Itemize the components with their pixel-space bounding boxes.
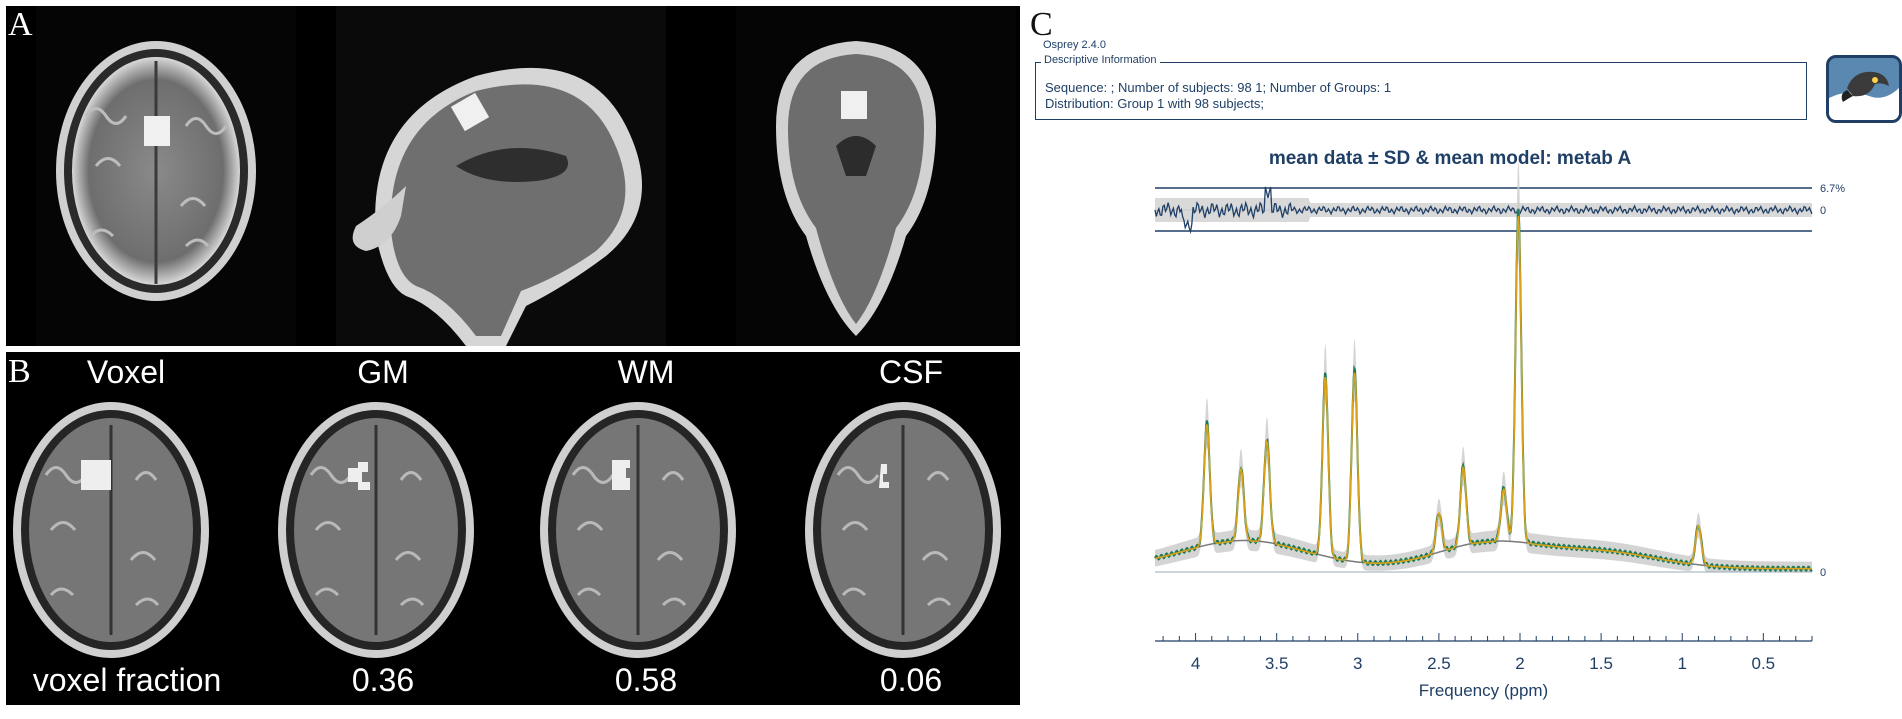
coronal-slice: [736, 6, 1016, 346]
descriptive-info-legend: Descriptive Information: [1041, 54, 1160, 66]
csf-mask: [879, 464, 889, 488]
residual-label-zero: 0: [1820, 205, 1826, 217]
column-label-voxel: Voxel: [86, 354, 166, 390]
column-label-csf: CSF: [879, 354, 943, 390]
segmentation-brain-0: [13, 402, 209, 658]
x-tick-label: 1: [1677, 654, 1686, 673]
x-tick-label: 3.5: [1265, 654, 1289, 673]
segmentation-brain-1: [278, 402, 474, 658]
x-tick-label: 4: [1191, 654, 1200, 673]
voxel-marker: [144, 116, 170, 146]
chart-title: mean data ± SD & mean model: metab A: [1268, 148, 1632, 169]
mean-model-line: [1154, 215, 1812, 570]
voxel-marker-coronal: [841, 91, 867, 119]
x-tick-label: 1.5: [1589, 654, 1613, 673]
fraction-csf: 0.06: [879, 662, 943, 698]
residual-label-top: 6.7%: [1820, 183, 1845, 195]
gm-mask: [348, 462, 370, 490]
residual-line: [1154, 186, 1813, 235]
wm-mask: [612, 460, 630, 490]
descriptive-info-box: [1035, 62, 1807, 120]
column-label-wm: WM: [617, 354, 675, 390]
column-label-gm: GM: [357, 354, 409, 390]
panel-label-a: A: [8, 6, 33, 43]
fraction-wm: 0.58: [614, 662, 678, 698]
panel-b-segmentation: Voxel GM WM CSF voxel fraction 0.36 0.58…: [6, 352, 1020, 705]
axial-slice: [36, 6, 296, 346]
x-tick-label: 3: [1353, 654, 1362, 673]
baseline-line: [1154, 539, 1812, 570]
x-tick-label: 0.5: [1752, 654, 1776, 673]
segmentation-brain-3: [805, 402, 1001, 658]
spectrum-sd-band: [1155, 160, 1812, 572]
mri-views-svg: [36, 6, 1016, 346]
x-tick-label: 2: [1515, 654, 1524, 673]
segmentation-brain-2: [540, 402, 736, 658]
desc-line-2: Distribution: Group 1 with 98 subjects;: [1045, 96, 1264, 111]
voxel-marker-sagittal: [450, 92, 490, 132]
x-tick-label: 2.5: [1427, 654, 1451, 673]
x-axis-label: Frequency (ppm): [1419, 681, 1548, 700]
desc-line-1: Sequence: ; Number of subjects: 98 1; Nu…: [1045, 80, 1392, 95]
panel-label-c: C: [1030, 6, 1053, 43]
panel-label-b: B: [8, 353, 31, 390]
software-version: Osprey 2.4.0: [1043, 39, 1106, 51]
mean-data-line: [1154, 208, 1813, 573]
row-label-voxel-fraction: voxel fraction: [32, 662, 222, 698]
voxel-mask: [81, 460, 111, 490]
panel-a-mri-views: [6, 6, 1020, 346]
fraction-gm: 0.36: [351, 662, 415, 698]
residual-sd-band: [1155, 198, 1812, 222]
osprey-bird-icon: [1826, 55, 1902, 123]
spectrum-zero-label: 0: [1820, 567, 1826, 579]
sagittal-slice: [336, 6, 666, 346]
segmentation-svg: [13, 402, 1001, 658]
